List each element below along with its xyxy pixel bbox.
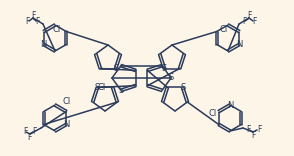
Text: F: F: [35, 17, 39, 27]
Text: Cl: Cl: [63, 97, 71, 105]
Text: S: S: [180, 83, 185, 92]
Text: F: F: [257, 124, 261, 134]
Text: Cl: Cl: [53, 25, 61, 34]
Text: Cl: Cl: [220, 25, 228, 34]
Text: F: F: [27, 132, 31, 141]
Text: S: S: [95, 83, 100, 92]
Text: F: F: [31, 12, 35, 20]
Text: S: S: [168, 73, 174, 83]
Text: F: F: [242, 17, 246, 27]
Text: F: F: [32, 127, 36, 136]
Text: N: N: [41, 40, 47, 49]
Text: F: F: [23, 127, 27, 136]
Text: N: N: [236, 40, 243, 49]
Text: F: F: [25, 17, 29, 27]
Text: S: S: [118, 86, 123, 95]
Text: N: N: [63, 120, 69, 129]
Text: S: S: [113, 64, 118, 73]
Text: F: F: [246, 124, 250, 134]
Text: F: F: [252, 17, 256, 27]
Text: F: F: [247, 12, 251, 20]
Text: N: N: [227, 100, 233, 110]
Text: F: F: [251, 131, 255, 139]
Text: S: S: [162, 64, 167, 73]
Text: Cl: Cl: [98, 83, 106, 93]
Text: Cl: Cl: [209, 109, 217, 118]
